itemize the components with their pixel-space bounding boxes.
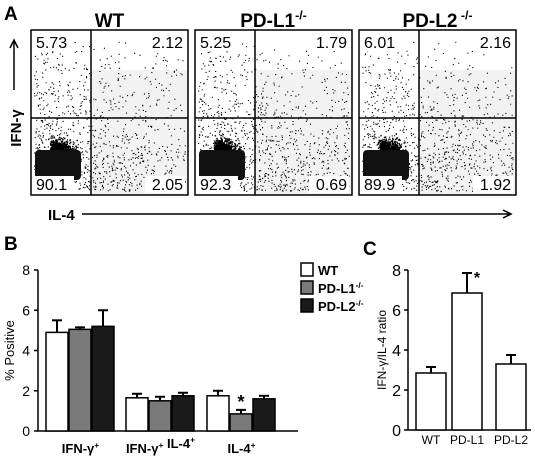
bar — [171, 395, 195, 432]
quadrant-upper-right: 1.79 — [316, 35, 347, 52]
bar — [252, 398, 276, 432]
panel-a: WT 5.73 2.12 90.1 2.05 PD-L1-/- 5.25 1.79 92.3 0.… — [30, 8, 517, 196]
legend-swatch — [300, 262, 314, 277]
quadrant-lower-left-bg — [362, 176, 402, 193]
x-category-label: IFN-γ+ — [62, 440, 100, 456]
quadrant-upper-left: 6.01 — [364, 35, 395, 52]
y-tick-label: 2 — [22, 383, 30, 399]
quadrant-lower-left: 89.9 — [364, 177, 395, 194]
y-axis-label: IFN-γ/IL-4 ratio — [375, 310, 389, 390]
quadrant-lower-left: 90.1 — [36, 177, 67, 194]
y-tick-label: 6 — [392, 303, 401, 320]
quadrant-shade — [91, 70, 188, 195]
quadrant-upper-left: 5.25 — [200, 35, 231, 52]
bar — [148, 400, 172, 432]
x-category-label: WT — [422, 433, 441, 447]
legend-swatch — [300, 280, 314, 295]
quadrant-lower-right: 2.05 — [152, 177, 183, 194]
y-tick-label: 4 — [22, 343, 30, 359]
y-axis-label-group: IFN-γ/IL-4 ratio — [375, 310, 389, 390]
bar — [495, 363, 527, 431]
dot-plot-1: WT 5.73 2.12 90.1 2.05 — [30, 11, 189, 196]
dense-population — [199, 150, 245, 180]
y-tick-label: 8 — [22, 262, 30, 278]
quadrant-upper-right-bg — [145, 34, 185, 51]
quadrant-lower-left-bg — [34, 176, 74, 193]
bar — [68, 328, 92, 432]
plot-title: PD-L1-/- — [240, 8, 307, 32]
dot-plot-2: PD-L1-/- 5.25 1.79 92.3 0.69 — [194, 8, 353, 196]
quadrant-upper-right: 2.12 — [152, 35, 183, 52]
panel-a-letter: A — [4, 4, 18, 25]
y-axis-label-group: % Positive — [2, 320, 17, 381]
quadrant-lower-right-bg — [309, 176, 349, 193]
legend-label: PD-L2-/- — [318, 298, 364, 314]
quadrant-upper-left: 5.73 — [36, 35, 67, 52]
dense-population — [35, 150, 81, 180]
y-tick-label: 6 — [22, 302, 30, 318]
plot-title: PD-L2 -/- — [403, 8, 473, 32]
bar — [91, 325, 115, 432]
quadrant-upper-left-bg — [362, 34, 402, 51]
x-category-label: PD-L1 — [450, 433, 484, 447]
y-tick-label: 8 — [392, 263, 401, 280]
bar — [45, 331, 69, 432]
legend-label: WT — [318, 263, 338, 278]
quadrant-upper-right-bg — [473, 34, 513, 51]
significance-marker: * — [474, 270, 481, 287]
panel-c-letter: C — [363, 239, 377, 260]
quadrant-lower-right: 1.92 — [480, 177, 511, 194]
bar — [125, 397, 149, 432]
y-axis-label-group: IFN-γ — [8, 109, 25, 147]
panel-b-chart: 0 2 4 6 8 % Positive IFN-γ+ IFN-γ+ IL-4+ IL-4+ * W… — [2, 262, 364, 456]
quadrant-lower-right-bg — [145, 176, 185, 193]
x-category-label: PD-L2 — [494, 433, 528, 447]
plot-frame — [30, 29, 189, 196]
y-tick-label: 2 — [392, 383, 401, 400]
quadrant-lower-right: 0.69 — [316, 177, 347, 194]
dense-population — [363, 150, 409, 180]
quadrant-lower-left: 92.3 — [200, 177, 231, 194]
bar — [451, 292, 483, 431]
bar — [229, 413, 253, 432]
bar — [415, 372, 447, 431]
panel-a-x-axis-label: IL-4 — [48, 207, 75, 224]
y-axis-label: % Positive — [2, 320, 17, 381]
y-tick-label: 4 — [392, 343, 401, 360]
x-category-label: IL-4+ — [227, 440, 255, 456]
y-tick-label: 0 — [22, 423, 30, 439]
panel-b-letter: B — [4, 234, 18, 255]
bar — [206, 395, 230, 432]
legend-label: PD-L1-/- — [318, 280, 364, 296]
dot-plot-3: PD-L2 -/- 6.01 2.16 89.9 1.92 — [358, 8, 517, 196]
y-axis-arrow — [9, 38, 19, 90]
panel-a-y-axis-label: IFN-γ — [8, 109, 25, 147]
x-category-label: IFN-γ+ IL-4+ — [126, 435, 195, 456]
significance-marker: * — [237, 392, 244, 412]
quadrant-upper-left-bg — [198, 34, 238, 51]
quadrant-upper-right-bg — [309, 34, 349, 51]
quadrant-upper-right: 2.16 — [480, 35, 511, 52]
plot-title: WT — [95, 11, 125, 32]
quadrant-lower-left-bg — [198, 176, 238, 193]
x-axis-arrow — [82, 209, 513, 219]
plot-frame — [194, 29, 353, 196]
plot-frame — [358, 29, 517, 196]
legend-swatch — [300, 298, 314, 313]
quadrant-lower-right-bg — [473, 176, 513, 193]
quadrant-upper-left-bg — [34, 34, 74, 51]
y-tick-label: 0 — [392, 423, 401, 440]
panel-c-chart: 0 2 4 6 8 IFN-γ/IL-4 ratio WT PD-L1 PD-L2 * — [375, 263, 531, 447]
